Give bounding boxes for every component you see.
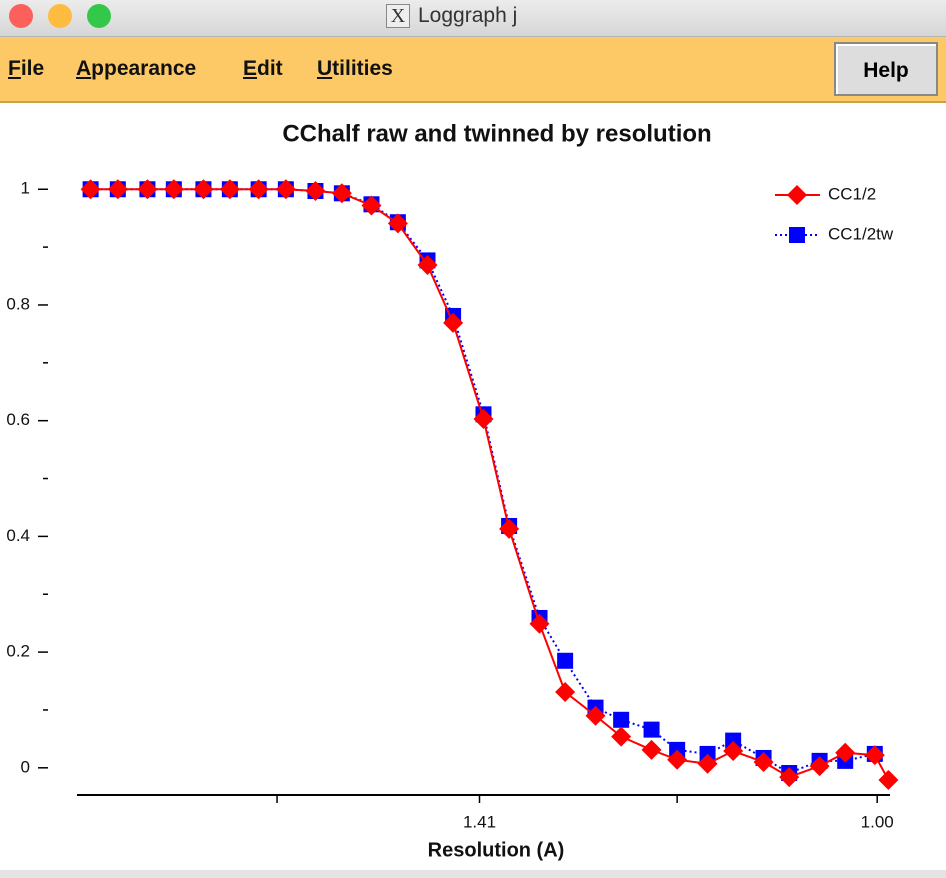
series-line [90, 188, 890, 781]
x-axis-label: Resolution (A) [428, 839, 565, 861]
diamond-marker [275, 179, 296, 200]
x-tick-label: 1.00 [861, 812, 894, 831]
diamond-marker [107, 179, 128, 200]
y-tick-label: 0.2 [6, 642, 30, 661]
legend-marker [789, 227, 805, 243]
app-icon: X [386, 4, 410, 29]
diamond-marker [753, 752, 774, 773]
y-tick-label: 0.4 [6, 526, 30, 545]
y-tick-label: 0.8 [6, 294, 30, 313]
bottom-border [0, 870, 946, 878]
diamond-marker [864, 745, 885, 766]
menu-item[interactable]: Appearance [76, 57, 197, 80]
y-tick-label: 0.6 [6, 410, 30, 429]
diamond-marker [641, 739, 662, 760]
diamond-marker [611, 726, 632, 747]
diamond-marker [878, 769, 899, 790]
diamond-marker [697, 753, 718, 774]
window-title: X Loggraph j [386, 4, 518, 29]
menu-item[interactable]: Edit [243, 57, 283, 80]
diamond-marker [529, 613, 550, 634]
diamond-marker [723, 741, 744, 762]
title-bar: X Loggraph j [0, 0, 946, 37]
diamond-marker [331, 183, 352, 204]
square-marker [557, 652, 574, 669]
diamond-marker [555, 682, 576, 703]
title-text: Loggraph j [418, 4, 518, 27]
diamond-marker [361, 195, 382, 216]
diamond-marker [80, 179, 101, 200]
diamond-marker [305, 180, 326, 201]
diamond-marker [473, 408, 494, 429]
y-tick-label: 0 [21, 757, 30, 776]
close-button[interactable] [9, 4, 33, 28]
diamond-marker [809, 756, 830, 777]
legend-marker [787, 185, 807, 205]
square-marker [725, 732, 742, 749]
diamond-marker [499, 518, 520, 539]
diamond-marker [219, 179, 240, 200]
legend-label: CC1/2tw [828, 224, 894, 243]
menu-item[interactable]: File [8, 57, 45, 80]
help-button[interactable]: Help [834, 42, 938, 96]
legend-label: CC1/2 [828, 184, 876, 203]
menu-bar: File Appearance Edit Utilities Help [0, 37, 946, 103]
diamond-marker [779, 767, 800, 788]
square-marker [613, 711, 630, 728]
x-tick-label: 1.41 [463, 812, 496, 831]
square-marker [643, 721, 660, 738]
chart: CChalf raw and twinned by resolution Res… [6, 120, 899, 861]
y-tick-label: 1 [21, 179, 30, 198]
diamond-marker [137, 179, 158, 200]
diamond-marker [585, 705, 606, 726]
diamond-marker [248, 179, 269, 200]
chart-title: CChalf raw and twinned by resolution [282, 120, 711, 147]
minimize-button[interactable] [48, 4, 72, 28]
zoom-button[interactable] [87, 4, 111, 28]
diamond-marker [387, 213, 408, 234]
diamond-marker [417, 255, 438, 276]
diamond-marker [443, 312, 464, 333]
series-line [90, 188, 876, 775]
diamond-marker [163, 179, 184, 200]
diamond-marker [835, 742, 856, 763]
diamond-marker [193, 179, 214, 200]
menu-item[interactable]: Utilities [317, 57, 393, 80]
diamond-marker [667, 749, 688, 770]
